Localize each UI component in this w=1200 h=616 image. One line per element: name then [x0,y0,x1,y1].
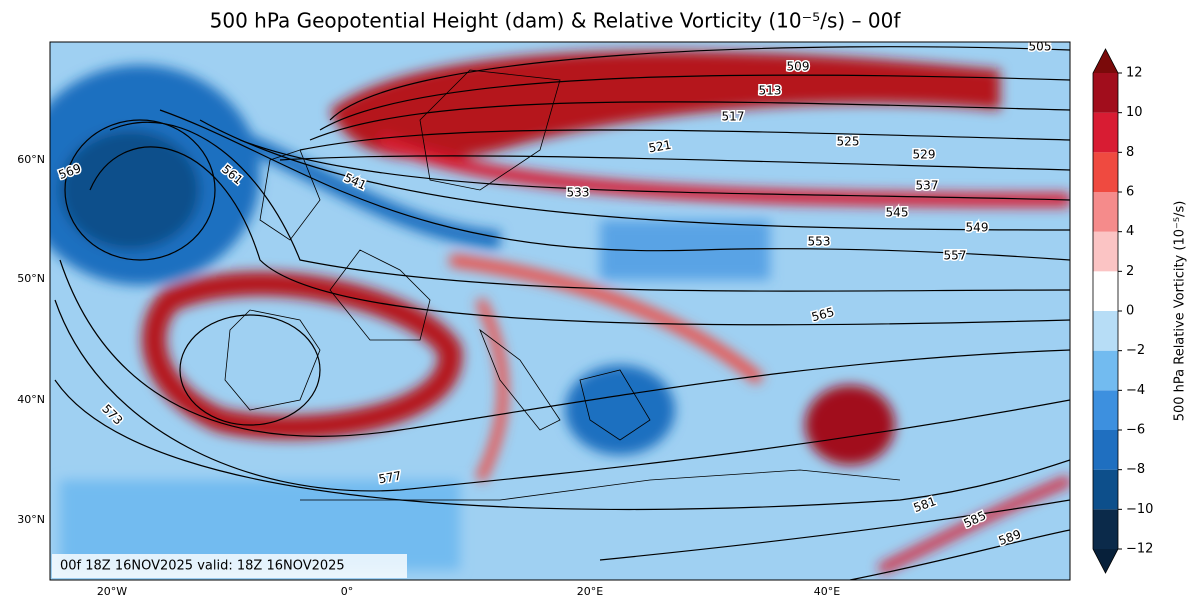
colorbar-under [1093,549,1118,573]
colorbar-segment [1093,469,1118,510]
contour-label: 517 [722,110,745,124]
colorbar-tick-label: 2 [1126,264,1134,279]
contour-label: 533 [567,186,590,200]
contour-label: 557 [944,249,967,263]
colorbar-label: 500 hPa Relative Vorticity (10⁻⁵/s) [1173,201,1188,422]
colorbar-tick-label: 12 [1126,66,1143,81]
colorbar-segment [1093,509,1118,549]
colorbar-tick-label: −12 [1126,542,1153,557]
footer: 00f 18Z 16NOV2025 valid: 18Z 16NOV2025 [60,559,345,574]
colorbar-segment [1093,112,1118,153]
map-frame [49,41,1071,581]
footer-box [52,554,407,578]
lon-label: 40°E [814,585,840,598]
lon-label: 20°W [97,585,127,598]
colorbar-tick-label: 10 [1126,105,1143,120]
contour-label: 513 [759,84,782,98]
colorbar-segment [1093,430,1118,470]
lat-label: 50°N [17,272,45,285]
colorbar-segment [1093,271,1118,311]
lat-label: 30°N [17,513,45,526]
colorbar-tick-label: 0 [1126,304,1134,319]
lon-label: 0° [341,585,354,598]
contour-label: 529 [913,148,936,162]
colorbar-tick-label: 4 [1126,224,1134,239]
colorbar-tick-label: −8 [1126,462,1145,477]
height-contours [54,46,1070,580]
colorbar-segment [1093,192,1118,232]
contour-label: 521 [647,138,672,156]
contour-label: 577 [377,469,402,487]
colorbar-segment [1093,152,1118,192]
contour-label: 545 [886,206,909,220]
colorbar-tick-label: 8 [1126,145,1134,160]
colorbar-over [1093,49,1118,73]
colorbar-tick-label: −2 [1126,343,1145,358]
colorbar-segment [1093,390,1118,430]
contour-label: 525 [837,135,860,149]
colorbar-tick-label: −10 [1126,502,1153,517]
colorbar-segment [1093,350,1118,391]
colorbar-segment [1093,231,1118,272]
coastlines [224,69,901,501]
lon-label: 20°E [577,585,603,598]
colorbar-tick-label: −6 [1126,423,1145,438]
colorbar-tick-label: 6 [1126,185,1134,200]
contour-label: 509 [787,60,810,74]
colorbar-segment [1093,73,1118,113]
lat-label: 40°N [17,393,45,406]
title: 500 hPa Geopotential Height (dam) & Rela… [210,9,902,33]
contour-label: 505 [1029,40,1052,54]
colorbar-tick-label: −4 [1126,383,1145,398]
lat-label: 60°N [17,153,45,166]
contour-label: 549 [966,221,989,235]
contour-label: 553 [808,235,831,249]
colorbar-segment [1093,311,1118,351]
contour-label: 537 [916,179,939,193]
